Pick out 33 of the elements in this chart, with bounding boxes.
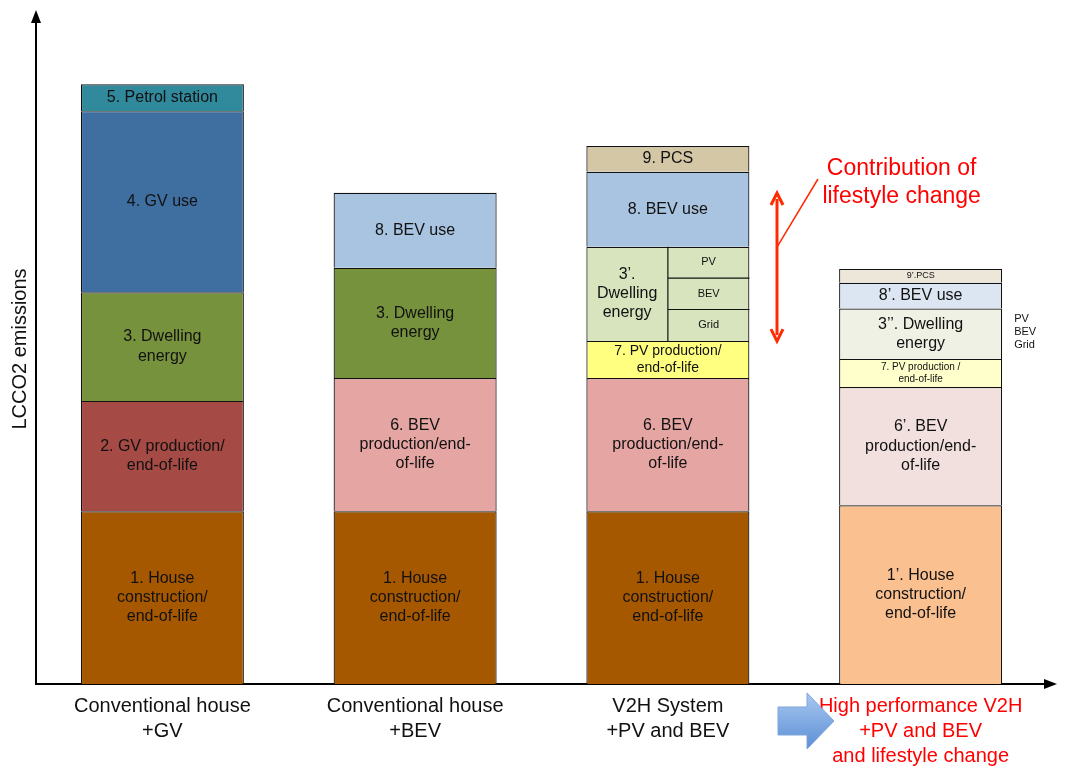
series-label: 1. House construction/ end-of-life: [369, 568, 462, 625]
x-tick-label: Conventional house +BEV: [326, 694, 504, 742]
series-label: 6’. BEV production/end- of-life: [865, 417, 977, 473]
text: 1. House construction/ end-of-life: [622, 568, 714, 625]
series-label: 8. BEV use: [375, 220, 456, 238]
series-label: 9. PCS: [642, 149, 694, 167]
annotation: PV: [701, 255, 717, 268]
series-label: 2. GV production/ end-of-life: [100, 436, 226, 474]
text: 6. BEV production/end- of-life: [612, 415, 724, 472]
series-label: 4. GV use: [126, 192, 199, 210]
series-label: 7. PV production / end-of-life: [880, 360, 961, 384]
series-label: 3’. Dwelling energy: [596, 265, 658, 321]
series-label: 9’.PCS: [906, 270, 935, 281]
annotation: Grid: [698, 318, 720, 331]
annotation: Contribution of lifestyle change: [822, 152, 981, 209]
annotation: BEV: [1014, 325, 1037, 338]
text: 1. House construction/ end-of-life: [117, 568, 208, 625]
text: 8. BEV use: [627, 199, 708, 217]
y-axis-title: LCCO2 emissions: [7, 268, 30, 430]
text: 3. Dwelling energy: [375, 303, 455, 340]
series-label: 3. Dwelling energy: [123, 327, 202, 364]
x-tick-label: Conventional house +GV: [73, 694, 251, 742]
series-label: 7. PV production/ end-of-life: [614, 341, 722, 375]
x-tick-label: High performance V2H +PV and BEV and lifestyle change: [818, 694, 1023, 767]
series-label: 8’. BEV use: [878, 286, 963, 304]
series-label: 5. Petrol station: [106, 88, 218, 106]
series-label: 1’. House construction/ end-of-life: [875, 565, 967, 622]
annotation: PV: [1014, 312, 1030, 325]
annotation: BEV: [697, 286, 721, 299]
series-label: 6. BEV production/end- of-life: [359, 415, 471, 472]
annotation: Grid: [1014, 338, 1035, 351]
x-tick-label: V2H System +PV and BEV: [606, 694, 730, 742]
series-label: 3’’. Dwelling energy: [878, 314, 964, 351]
